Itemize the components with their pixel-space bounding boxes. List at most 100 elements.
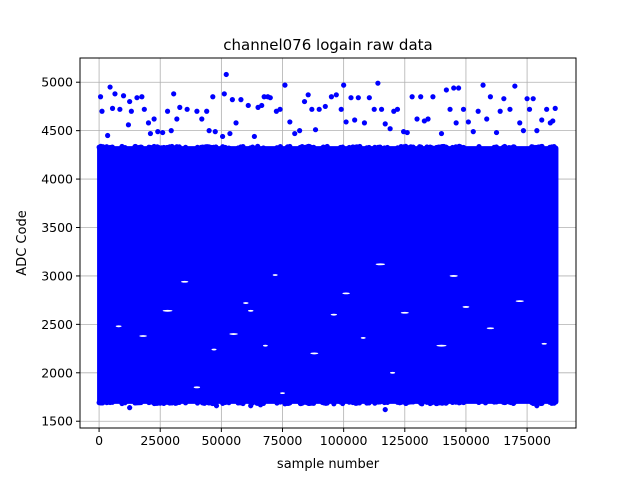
outlier-point [312, 127, 319, 133]
x-tick-label: 150000 [442, 433, 490, 448]
band-gap [462, 306, 470, 308]
outlier-point [223, 71, 229, 78]
y-tick-label: 1500 [41, 414, 73, 429]
outlier-point [512, 83, 518, 89]
outlier-point [453, 120, 459, 126]
outlier-point [484, 116, 490, 122]
outlier-point [141, 106, 147, 112]
band-gap [162, 309, 173, 312]
outlier-point [348, 95, 354, 101]
data-point [277, 144, 283, 150]
data-point [384, 144, 391, 151]
outlier-point [343, 119, 349, 125]
outlier-point [534, 128, 540, 134]
outlier-point [534, 403, 540, 409]
y-tick-label: 4000 [41, 172, 73, 187]
data-point [418, 144, 424, 150]
outlier-point [460, 106, 467, 112]
outlier-point [425, 116, 431, 122]
outlier-point [371, 106, 377, 112]
x-tick-label: 75000 [263, 433, 303, 448]
outlier-point [238, 97, 244, 103]
outlier-point [301, 98, 308, 105]
data-point [553, 399, 559, 405]
outlier-point [493, 129, 500, 136]
data-point [104, 145, 110, 151]
band-gap [211, 348, 217, 351]
outlier-point [322, 103, 328, 110]
data-point [428, 399, 434, 405]
band-gap [310, 352, 319, 355]
data-point [260, 145, 267, 151]
data-point [353, 144, 359, 151]
band-gap [342, 292, 350, 295]
outlier-point [99, 108, 105, 114]
outlier-point [375, 80, 381, 86]
outlier-point [366, 95, 372, 101]
data-point [307, 399, 313, 405]
chart-title: channel076 logain raw data [223, 36, 432, 54]
data-point [311, 144, 317, 150]
outlier-point [177, 104, 183, 110]
outlier-point [248, 403, 254, 409]
outlier-point [107, 84, 113, 90]
outlier-point [544, 106, 550, 112]
data-point [539, 399, 545, 405]
y-tick-label: 5000 [41, 75, 73, 90]
band-gap [272, 274, 278, 276]
data-point [340, 400, 346, 407]
outlier-point [470, 129, 476, 135]
x-tick-label: 0 [95, 433, 103, 448]
outlier-point [112, 91, 118, 97]
data-point [122, 400, 128, 406]
data-point [194, 144, 201, 150]
axis-ticks: 0 25000 50000 75000 100000 125000 150000 175000… [41, 75, 551, 448]
band-gap [389, 371, 396, 374]
outlier-point [480, 82, 486, 88]
data-point [340, 144, 346, 150]
data-point [366, 400, 372, 406]
outlier-point [120, 93, 127, 99]
outlier-point [199, 116, 205, 122]
outlier-point [539, 117, 545, 123]
data-point [400, 399, 407, 405]
data-point [410, 144, 416, 150]
outlier-point [160, 129, 166, 136]
data-point [530, 399, 537, 405]
outlier-point [233, 120, 239, 126]
outlier-point [378, 106, 385, 112]
data-point [456, 399, 462, 405]
data-point [207, 399, 213, 405]
outlier-point [261, 94, 267, 100]
outlier-point [409, 94, 415, 100]
data-point [240, 144, 246, 150]
data-point [439, 400, 445, 406]
y-axis-label: ADC Code [15, 210, 30, 275]
outlier-point [134, 95, 140, 101]
outlier-point [147, 130, 154, 137]
band-gap [515, 300, 524, 303]
outlier-point [550, 118, 556, 124]
outlier-point [507, 106, 513, 112]
outlier-point [331, 401, 337, 407]
outlier-point [204, 108, 210, 114]
outlier-point [184, 106, 190, 112]
data-point [182, 400, 189, 406]
data-point [277, 399, 283, 405]
x-tick-label: 175000 [503, 433, 551, 448]
band-gap [181, 280, 189, 283]
outlier-point [456, 85, 462, 91]
data-point [98, 400, 104, 406]
data-point [461, 399, 467, 406]
band-gap [247, 309, 254, 312]
data-point [182, 144, 189, 150]
data-point [122, 145, 128, 151]
outlier-point [465, 119, 471, 125]
data-point [299, 400, 305, 406]
data-point [138, 144, 145, 150]
outlier-point [497, 108, 503, 114]
outlier-point [206, 128, 212, 134]
band-gap [541, 342, 547, 345]
data-point [104, 399, 110, 405]
data-point [428, 144, 434, 151]
